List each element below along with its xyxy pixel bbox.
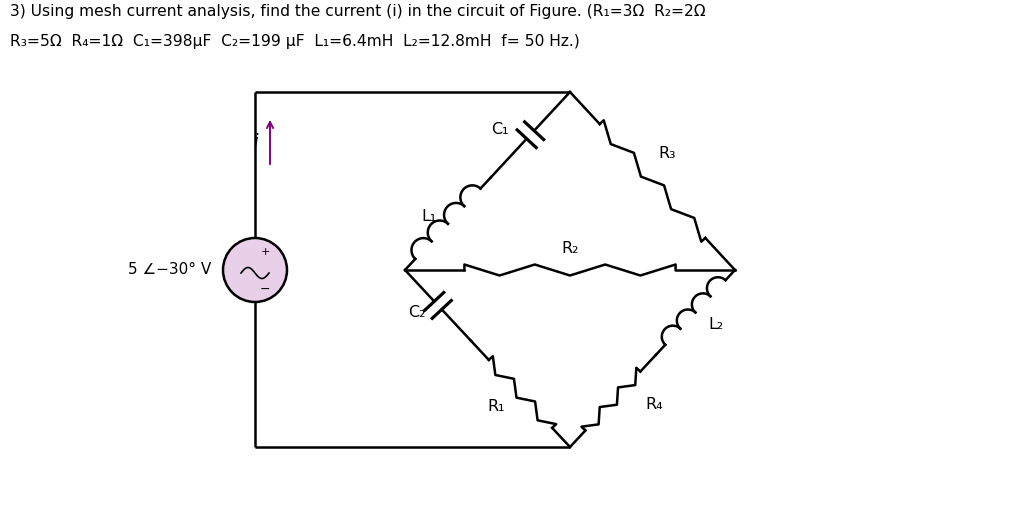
Text: 3) Using mesh current analysis, find the current (i) in the circuit of Figure. (: 3) Using mesh current analysis, find the… bbox=[10, 4, 706, 19]
Text: R₃=5Ω  R₄=1Ω  C₁=398μF  C₂=199 μF  L₁=6.4mH  L₂=12.8mH  f= 50 Hz.): R₃=5Ω R₄=1Ω C₁=398μF C₂=199 μF L₁=6.4mH … bbox=[10, 34, 580, 49]
Text: −: − bbox=[260, 282, 270, 295]
Text: C₁: C₁ bbox=[490, 122, 509, 137]
Text: R₄: R₄ bbox=[646, 397, 664, 412]
Text: L₁: L₁ bbox=[421, 209, 436, 224]
Circle shape bbox=[223, 238, 287, 302]
Text: L₂: L₂ bbox=[709, 317, 724, 332]
Text: 5 ∠−30° V: 5 ∠−30° V bbox=[128, 263, 211, 278]
Text: C₂: C₂ bbox=[408, 305, 425, 321]
Text: R₂: R₂ bbox=[561, 241, 579, 256]
Text: +: + bbox=[260, 247, 269, 257]
Text: i: i bbox=[253, 133, 258, 151]
Text: R₁: R₁ bbox=[487, 399, 505, 414]
Text: R₃: R₃ bbox=[658, 146, 676, 161]
